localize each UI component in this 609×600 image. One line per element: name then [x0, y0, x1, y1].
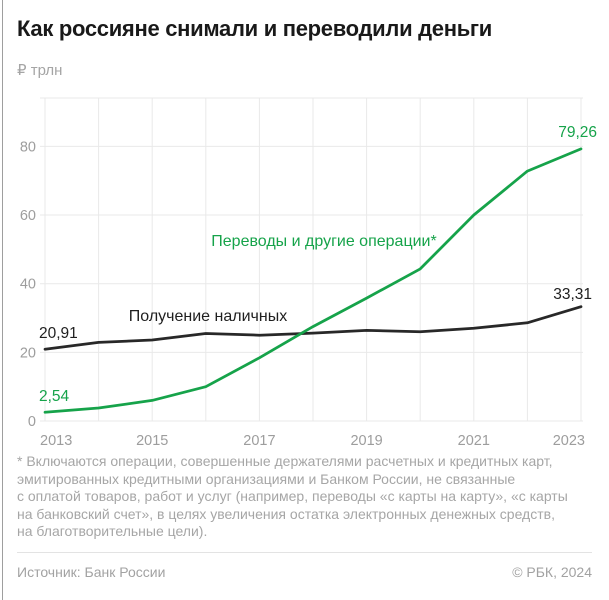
x-tick-label: 2021 [458, 433, 490, 449]
y-tick-label: 20 [20, 345, 36, 361]
x-tick-label: 2019 [350, 433, 382, 449]
x-tick-label: 2023 [553, 433, 585, 449]
y-tick-label: 80 [20, 139, 36, 155]
y-tick-label: 40 [20, 277, 36, 293]
source-row: Источник: Банк России © РБК, 2024 [17, 564, 592, 580]
x-tick-label: 2013 [40, 433, 72, 449]
x-axis-labels: 2013 2015 2017 2019 2021 2023 [40, 433, 585, 449]
series-line-transfers [43, 147, 583, 414]
grid [40, 97, 583, 422]
last-value-label: 79,26 [558, 124, 597, 141]
chart-svg: 0 20 40 60 80 2013 2015 2017 2019 2021 2023 Получен… [20, 97, 597, 449]
y-axis-labels: 0 20 40 60 80 [20, 139, 36, 430]
y-tick-label: 60 [20, 208, 36, 224]
x-tick-label: 2015 [136, 433, 168, 449]
series-line-cash [43, 305, 583, 351]
page-title: Как россияне снимали и переводили деньги [17, 16, 493, 41]
x-tick-label: 2017 [243, 433, 275, 449]
left-border [2, 0, 3, 600]
unit-label: ₽ трлн [17, 62, 63, 79]
last-value-label: 33,31 [553, 286, 592, 303]
copyright-label: © РБК, 2024 [512, 564, 592, 580]
footnote: * Включаются операции, совершенные держа… [17, 453, 568, 539]
source-label: Источник: Банк России [17, 564, 166, 580]
y-tick-label: 0 [28, 414, 36, 430]
series-label: Переводы и другие операции* [211, 233, 436, 250]
divider [17, 552, 592, 553]
first-value-label: 20,91 [39, 325, 78, 342]
first-value-label: 2,54 [39, 388, 70, 405]
series-label: Получение наличных [129, 308, 287, 325]
